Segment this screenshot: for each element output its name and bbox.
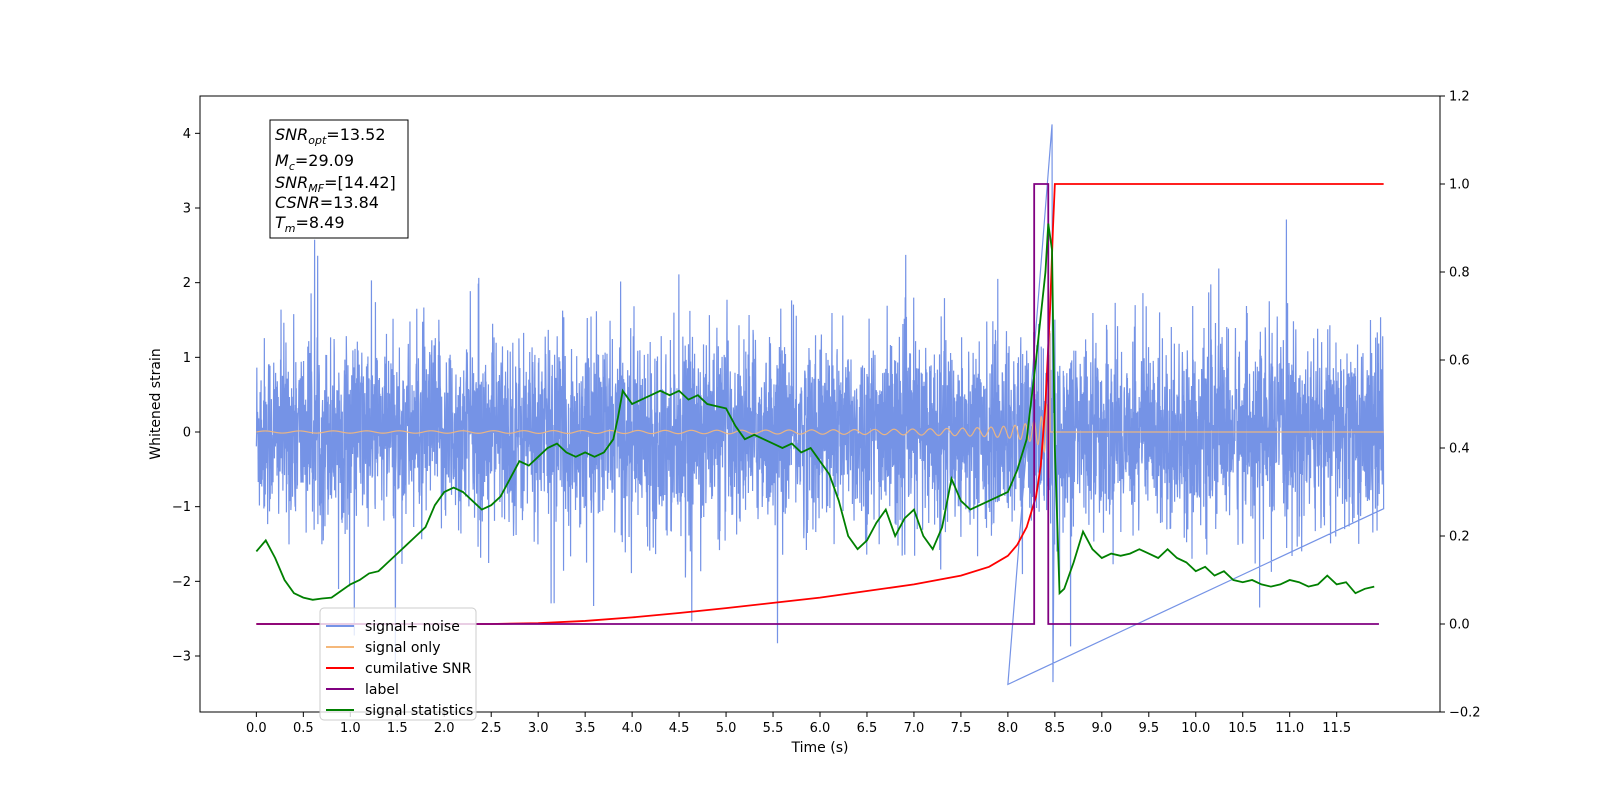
x-tick-label: 2.0 [434,721,455,736]
x-tick-label: 10.5 [1228,721,1257,736]
series-signal-noise [255,124,1385,686]
legend-label: signal only [365,640,440,656]
x-tick-label: 7.0 [904,721,925,736]
y-tick-label: −1 [172,500,191,515]
info-line: Mc=29.09 [275,151,354,173]
x-tick-label: 5.5 [763,721,784,736]
x-axis-ticks: 0.0 0.5 1.0 1.5 2.0 2.5 3.0 3.5 4.0 4.5 5.0 5.5 6.0 6… [246,712,1351,736]
info-line: CSNR=13.84 [275,193,379,212]
x-tick-label: 8.0 [998,721,1019,736]
info-box-frame [269,119,409,239]
series-cumulative-snr [256,183,1384,625]
x-tick-label: 6.5 [857,721,878,736]
x-tick-label: 4.5 [669,721,690,736]
legend-label: signal statistics [365,703,473,719]
y-tick-label: −3 [172,650,191,665]
legend-label: signal+ noise [365,619,460,635]
y2-axis-ticks: 1.2 1.0 0.8 0.6 0.4 0.2 0.0 −0.2 [1440,90,1481,721]
info-subscript: m [285,222,296,235]
x-tick-label: 3.5 [575,721,596,736]
x-tick-label: 6.0 [810,721,831,736]
x-tick-label: 10.0 [1181,721,1210,736]
x-tick-label: 1.5 [387,721,408,736]
y2-tick-label: 0.2 [1449,530,1470,545]
info-subscript: opt [308,134,327,147]
y-tick-label: 0 [183,426,191,441]
y-axis-label: Whitened strain [148,348,164,459]
x-tick-label: 0.5 [293,721,314,736]
legend-frame [319,607,477,721]
y-tick-label: 1 [183,351,191,366]
legend: signal+ noise signal only cumilative SNR la… [319,607,477,721]
x-tick-label: 9.0 [1091,721,1112,736]
info-value: =13.52 [326,125,385,144]
series-signal-only [256,330,1384,479]
info-value: =8.49 [296,213,345,232]
series-signal-statistics [255,223,1375,601]
x-tick-label: 11.0 [1275,721,1304,736]
x-tick-label: 5.0 [716,721,737,736]
y-axis-ticks: 4 3 2 1 0 −1 −2 −3 [172,127,200,665]
x-tick-label: 0.0 [246,721,267,736]
x-tick-label: 9.5 [1138,721,1159,736]
y-tick-label: −2 [172,575,191,590]
series-label [256,183,1379,625]
info-value: =[14.42] [324,173,396,192]
x-axis-label: Time (s) [791,740,849,756]
info-value: =29.09 [295,151,354,170]
info-symbol: SNR [275,173,308,192]
info-symbol: M [275,151,289,170]
x-tick-label: 1.0 [340,721,361,736]
x-tick-label: 2.5 [481,721,502,736]
x-tick-label: 7.5 [951,721,972,736]
legend-label: cumilative SNR [365,661,472,677]
info-symbol: SNR [275,125,308,144]
legend-label: label [365,682,399,698]
y-tick-label: 4 [183,127,191,142]
y2-tick-label: 1.2 [1449,90,1470,105]
y2-tick-label: −0.2 [1449,706,1481,721]
y2-tick-label: 0.0 [1449,618,1470,633]
y2-tick-label: 0.8 [1449,266,1470,281]
info-value: =13.84 [320,193,379,212]
y-tick-label: 2 [183,276,191,291]
y2-tick-label: 0.6 [1449,354,1470,369]
x-tick-label: 8.5 [1045,721,1066,736]
info-box: SNRopt=13.52Mc=29.09SNRMF=[14.42]CSNR=13… [269,119,409,239]
x-tick-label: 3.0 [528,721,549,736]
y2-tick-label: 0.4 [1449,442,1470,457]
x-tick-label: 11.5 [1322,721,1351,736]
info-symbol: CSNR [275,193,320,212]
x-tick-label: 4.0 [622,721,643,736]
series-layer [255,124,1385,686]
info-symbol: T [275,213,286,232]
y-tick-label: 3 [183,202,191,217]
info-subscript: MF [308,182,324,195]
info-line: Tm=8.49 [275,213,345,235]
info-line: SNRopt=13.52 [275,125,386,147]
y2-tick-label: 1.0 [1449,178,1470,193]
info-subscript: c [289,160,295,173]
info-line: SNRMF=[14.42] [275,173,396,195]
